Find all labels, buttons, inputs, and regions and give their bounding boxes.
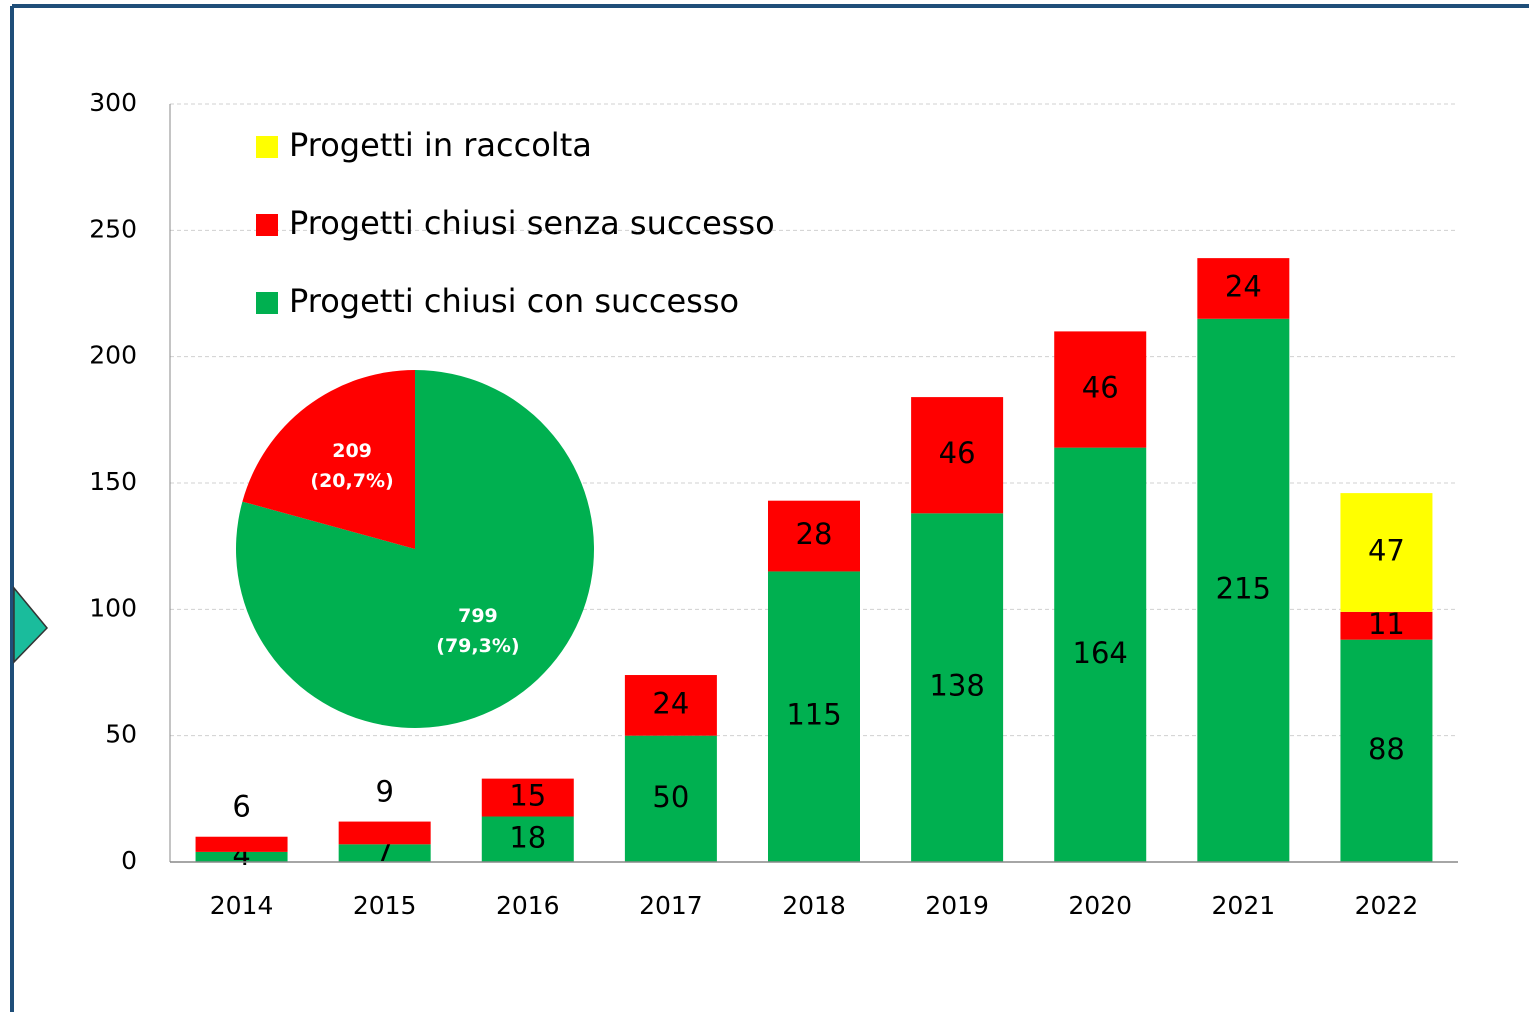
data-label: 24 bbox=[1225, 269, 1262, 303]
bar-segment bbox=[768, 500, 860, 572]
legend-swatch bbox=[256, 136, 278, 158]
bar-segment bbox=[338, 821, 431, 845]
y-tick-label: 300 bbox=[89, 88, 137, 117]
pie-slice bbox=[242, 370, 415, 549]
data-label: 28 bbox=[796, 517, 833, 551]
bar-segment bbox=[1340, 639, 1433, 862]
legend-swatch bbox=[256, 292, 278, 314]
legend-label: Progetti chiusi con successo bbox=[289, 282, 739, 320]
legend-label: Progetti chiusi senza successo bbox=[289, 204, 775, 242]
arrow-decoration bbox=[13, 585, 49, 664]
bar-segment bbox=[481, 778, 574, 817]
x-tick-label: 2020 bbox=[1068, 891, 1132, 920]
pie-label: (79,3%) bbox=[436, 635, 519, 657]
data-label: 15 bbox=[509, 779, 546, 813]
bar-segment bbox=[1340, 493, 1433, 612]
data-label: 6 bbox=[232, 790, 250, 824]
bar-segment bbox=[1054, 331, 1147, 448]
y-tick-label: 50 bbox=[105, 720, 137, 749]
y-tick-label: 250 bbox=[89, 214, 137, 243]
data-label: 215 bbox=[1216, 571, 1271, 605]
data-label: 164 bbox=[1073, 636, 1128, 670]
legend-label: Progetti in raccolta bbox=[289, 126, 592, 164]
bar-segment bbox=[195, 836, 288, 852]
x-tick-label: 2018 bbox=[782, 891, 846, 920]
data-label: 11 bbox=[1368, 607, 1405, 641]
bar-segment bbox=[1197, 258, 1290, 319]
y-tick-label: 200 bbox=[89, 341, 137, 370]
pie-label: 209 bbox=[332, 440, 372, 462]
pie-label: (20,7%) bbox=[310, 470, 393, 492]
bar-segment bbox=[338, 844, 431, 862]
bar-segment bbox=[768, 571, 860, 862]
x-tick-label: 2019 bbox=[925, 891, 989, 920]
data-label: 115 bbox=[786, 698, 841, 732]
data-label: 50 bbox=[652, 780, 689, 814]
data-label: 46 bbox=[1082, 371, 1119, 405]
bar-segment bbox=[911, 513, 1004, 862]
x-tick-label: 2016 bbox=[496, 891, 560, 920]
x-tick-label: 2021 bbox=[1212, 891, 1276, 920]
data-label: 9 bbox=[375, 775, 393, 809]
data-label: 46 bbox=[939, 436, 976, 470]
bar-segment bbox=[624, 735, 717, 862]
data-label: 138 bbox=[929, 669, 984, 703]
x-tick-label: 2014 bbox=[210, 891, 274, 920]
legend-swatch bbox=[256, 214, 278, 236]
x-tick-label: 2017 bbox=[639, 891, 703, 920]
y-tick-label: 0 bbox=[121, 846, 137, 875]
data-label: 18 bbox=[509, 820, 546, 854]
bar-segment bbox=[481, 816, 574, 862]
x-tick-label: 2022 bbox=[1355, 891, 1419, 920]
bar-segment bbox=[624, 675, 717, 736]
data-label: 88 bbox=[1368, 732, 1405, 766]
y-tick-label: 100 bbox=[89, 593, 137, 622]
x-tick-label: 2015 bbox=[353, 891, 417, 920]
y-tick-label: 150 bbox=[89, 467, 137, 496]
bar-segment bbox=[195, 851, 288, 862]
data-label: 47 bbox=[1368, 533, 1405, 567]
pie-label: 799 bbox=[458, 605, 498, 627]
bar-segment bbox=[1340, 611, 1433, 640]
data-label: 24 bbox=[652, 686, 689, 720]
bar-segment bbox=[1054, 447, 1147, 862]
bar-segment bbox=[911, 397, 1004, 514]
bar-segment bbox=[1197, 318, 1290, 862]
